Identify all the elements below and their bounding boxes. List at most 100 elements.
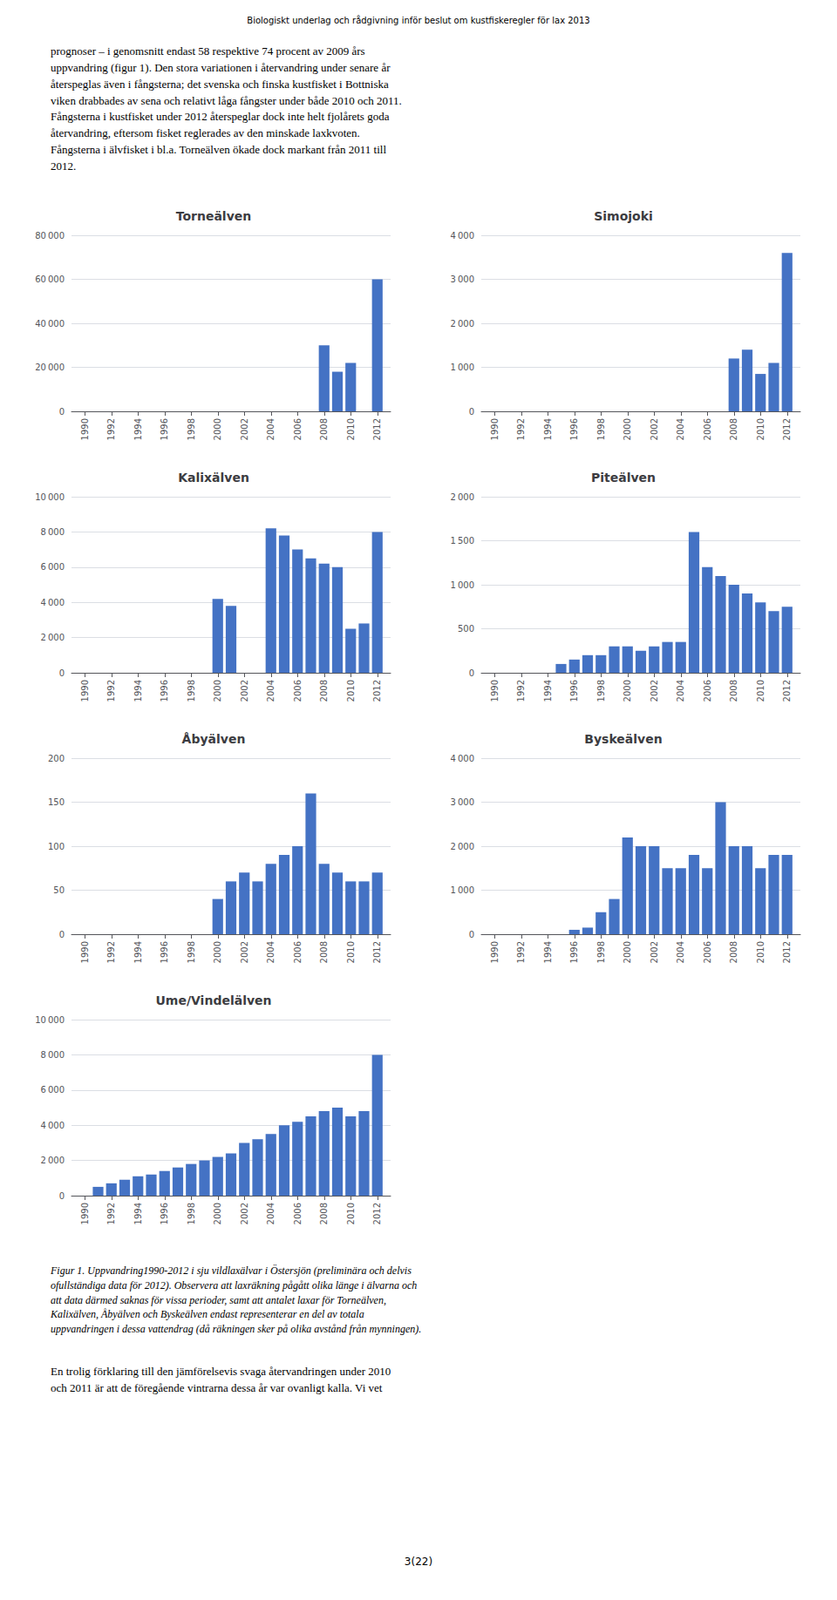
svg-text:1998: 1998 xyxy=(596,680,606,702)
svg-text:8 000: 8 000 xyxy=(40,527,65,538)
svg-text:1994: 1994 xyxy=(133,1203,143,1225)
svg-text:200: 200 xyxy=(47,754,65,764)
svg-text:1994: 1994 xyxy=(543,418,553,441)
svg-text:Simojoki: Simojoki xyxy=(593,209,654,224)
svg-text:2006: 2006 xyxy=(702,418,713,441)
svg-text:2006: 2006 xyxy=(292,941,303,964)
svg-text:2006: 2006 xyxy=(702,680,713,702)
svg-text:2002: 2002 xyxy=(239,680,250,702)
svg-text:2004: 2004 xyxy=(265,680,276,702)
svg-text:0: 0 xyxy=(469,930,475,940)
svg-text:2008: 2008 xyxy=(319,1203,329,1225)
svg-text:1992: 1992 xyxy=(516,941,526,964)
svg-text:2012: 2012 xyxy=(372,1203,382,1225)
svg-text:2004: 2004 xyxy=(675,680,686,702)
svg-text:Åbyälven: Åbyälven xyxy=(182,732,246,747)
svg-text:2002: 2002 xyxy=(239,941,250,964)
svg-text:1998: 1998 xyxy=(596,941,606,964)
svg-text:2000: 2000 xyxy=(622,941,633,964)
svg-text:6 000: 6 000 xyxy=(40,562,65,572)
svg-text:1998: 1998 xyxy=(596,418,606,441)
svg-text:2 000: 2 000 xyxy=(450,319,475,329)
svg-text:1992: 1992 xyxy=(516,418,526,441)
svg-text:1996: 1996 xyxy=(159,418,170,441)
svg-text:2006: 2006 xyxy=(702,941,713,964)
svg-text:1990: 1990 xyxy=(489,941,500,964)
svg-text:2012: 2012 xyxy=(782,418,792,441)
svg-text:1990: 1990 xyxy=(80,1203,90,1225)
svg-text:2002: 2002 xyxy=(649,680,660,702)
svg-text:1994: 1994 xyxy=(543,680,553,702)
svg-text:2 000: 2 000 xyxy=(40,1156,65,1166)
svg-text:2008: 2008 xyxy=(728,941,739,964)
svg-text:2004: 2004 xyxy=(265,1203,276,1225)
svg-text:2002: 2002 xyxy=(649,418,660,441)
svg-text:8 000: 8 000 xyxy=(40,1050,65,1061)
svg-text:1 500: 1 500 xyxy=(450,536,475,546)
svg-text:4 000: 4 000 xyxy=(40,1121,65,1131)
svg-text:60 000: 60 000 xyxy=(34,274,65,285)
svg-text:10 000: 10 000 xyxy=(34,1015,65,1026)
svg-text:1996: 1996 xyxy=(159,680,170,702)
svg-text:0: 0 xyxy=(59,1191,65,1202)
svg-text:1990: 1990 xyxy=(80,680,90,702)
svg-text:1 000: 1 000 xyxy=(450,580,475,591)
svg-text:1990: 1990 xyxy=(489,418,500,441)
svg-text:2008: 2008 xyxy=(728,418,739,441)
svg-text:20 000: 20 000 xyxy=(34,362,65,373)
svg-text:3 000: 3 000 xyxy=(450,274,475,285)
svg-text:2 000: 2 000 xyxy=(450,842,475,852)
svg-text:2012: 2012 xyxy=(372,680,382,702)
svg-text:1994: 1994 xyxy=(133,680,143,702)
svg-text:1994: 1994 xyxy=(543,941,553,964)
svg-text:2008: 2008 xyxy=(319,941,329,964)
svg-text:2002: 2002 xyxy=(239,1203,250,1225)
svg-text:1992: 1992 xyxy=(106,418,116,441)
svg-text:1996: 1996 xyxy=(569,941,579,964)
svg-text:2006: 2006 xyxy=(292,418,303,441)
svg-text:6 000: 6 000 xyxy=(40,1085,65,1096)
svg-text:2008: 2008 xyxy=(319,418,329,441)
svg-text:2012: 2012 xyxy=(372,418,382,441)
svg-text:Ume/Vindelälven: Ume/Vindelälven xyxy=(155,993,272,1008)
svg-text:1998: 1998 xyxy=(186,680,197,702)
svg-text:1994: 1994 xyxy=(133,941,143,964)
svg-text:4 000: 4 000 xyxy=(450,754,475,764)
svg-text:150: 150 xyxy=(47,797,65,808)
svg-text:2002: 2002 xyxy=(239,418,250,441)
svg-text:0: 0 xyxy=(59,668,65,679)
svg-text:2 000: 2 000 xyxy=(450,492,475,503)
svg-text:2002: 2002 xyxy=(649,941,660,964)
svg-text:2000: 2000 xyxy=(212,680,223,702)
svg-text:2004: 2004 xyxy=(265,941,276,964)
svg-text:500: 500 xyxy=(457,624,475,634)
svg-text:1996: 1996 xyxy=(569,680,579,702)
svg-text:2000: 2000 xyxy=(212,418,223,441)
svg-text:Piteälven: Piteälven xyxy=(591,470,656,485)
svg-text:2000: 2000 xyxy=(622,418,633,441)
svg-text:0: 0 xyxy=(59,930,65,940)
svg-text:2000: 2000 xyxy=(212,1203,223,1225)
svg-text:2010: 2010 xyxy=(346,418,356,441)
svg-text:1 000: 1 000 xyxy=(450,885,475,896)
svg-text:2010: 2010 xyxy=(755,418,766,441)
svg-text:0: 0 xyxy=(469,407,475,417)
svg-text:Torneälven: Torneälven xyxy=(176,209,252,224)
svg-text:4 000: 4 000 xyxy=(40,598,65,608)
svg-text:1994: 1994 xyxy=(133,418,143,441)
svg-text:1992: 1992 xyxy=(516,680,526,702)
svg-text:1990: 1990 xyxy=(80,941,90,964)
svg-text:2 000: 2 000 xyxy=(40,632,65,643)
svg-text:2012: 2012 xyxy=(782,680,792,702)
svg-text:10 000: 10 000 xyxy=(34,492,65,503)
svg-text:2008: 2008 xyxy=(319,680,329,702)
svg-text:100: 100 xyxy=(47,842,65,852)
svg-text:2012: 2012 xyxy=(372,941,382,964)
svg-text:2010: 2010 xyxy=(346,1203,356,1225)
svg-text:1996: 1996 xyxy=(569,418,579,441)
svg-text:1 000: 1 000 xyxy=(450,362,475,373)
svg-text:2006: 2006 xyxy=(292,680,303,702)
svg-text:2010: 2010 xyxy=(755,680,766,702)
svg-text:40 000: 40 000 xyxy=(34,319,65,329)
svg-text:0: 0 xyxy=(469,668,475,679)
